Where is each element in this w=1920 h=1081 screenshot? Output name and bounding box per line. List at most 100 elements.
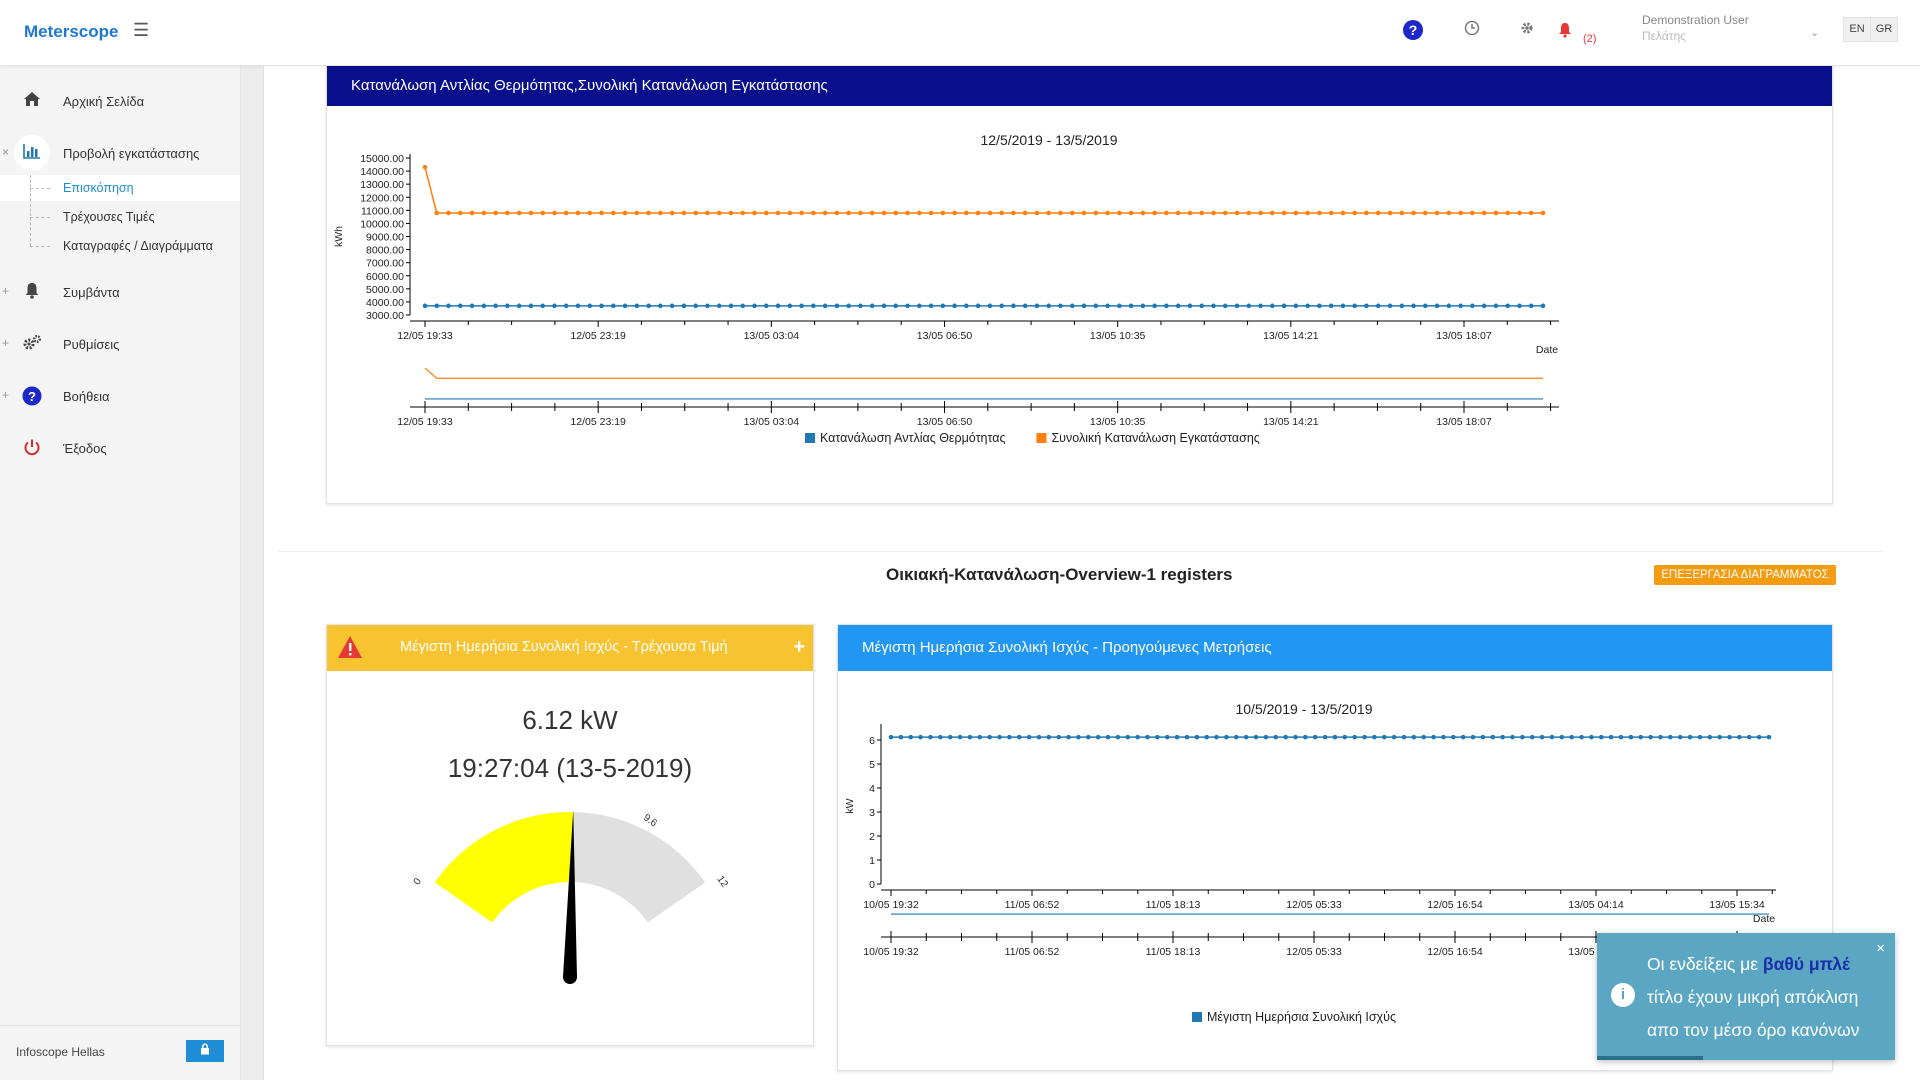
data-point bbox=[1187, 303, 1193, 309]
data-point bbox=[1022, 210, 1028, 216]
toast-close-button[interactable]: × bbox=[1876, 940, 1885, 957]
data-point bbox=[434, 303, 440, 309]
data-point bbox=[1058, 210, 1063, 216]
data-point bbox=[1175, 303, 1181, 309]
data-point bbox=[599, 303, 604, 309]
data-point bbox=[752, 210, 757, 216]
data-point bbox=[1540, 210, 1546, 216]
data-point bbox=[964, 303, 969, 309]
notifications-bell-icon[interactable] bbox=[1558, 22, 1572, 43]
context-x-tick-label: 13/05 03:04 bbox=[744, 416, 800, 428]
data-point bbox=[1234, 210, 1240, 216]
y-tick-label: 2 bbox=[869, 831, 875, 843]
sidebar-subitem-current-values[interactable]: Τρέχουσες Τιμές bbox=[0, 204, 240, 230]
y-tick-label: 1 bbox=[869, 855, 875, 867]
y-tick-label: 3 bbox=[869, 807, 875, 819]
data-point bbox=[775, 303, 781, 309]
clock-icon[interactable] bbox=[1464, 20, 1480, 41]
data-point bbox=[1011, 303, 1016, 309]
bell-icon bbox=[20, 282, 44, 304]
data-point bbox=[669, 210, 675, 216]
data-point bbox=[1756, 734, 1762, 740]
expand-plus-icon[interactable]: + bbox=[793, 636, 805, 658]
sidebar-item-logout[interactable]: Έξοδος bbox=[0, 428, 240, 468]
data-point bbox=[458, 303, 463, 309]
y-tick-label: 14000.00 bbox=[360, 166, 404, 178]
data-point bbox=[469, 210, 475, 216]
data-point bbox=[1140, 303, 1146, 309]
data-point bbox=[1411, 210, 1416, 216]
data-point bbox=[1470, 303, 1475, 309]
chevron-down-icon[interactable]: ⌄ bbox=[1810, 27, 1820, 39]
y-tick-label: 9000.00 bbox=[366, 232, 404, 244]
lock-button[interactable] bbox=[186, 1040, 224, 1062]
data-point bbox=[1559, 734, 1565, 740]
data-point bbox=[1095, 734, 1101, 740]
data-point bbox=[952, 210, 957, 216]
sidebar-item-home[interactable]: Αρχική Σελίδα bbox=[0, 81, 240, 121]
data-point bbox=[716, 210, 722, 216]
sidebar-item-help[interactable]: + ? Βοήθεια bbox=[0, 376, 240, 416]
lang-en-button[interactable]: EN bbox=[1843, 17, 1871, 42]
sidebar-subitem-records-charts[interactable]: Καταγραφές / Διαγράμματα bbox=[0, 233, 240, 259]
sidebar-item-events[interactable]: + Συμβάντα bbox=[0, 272, 240, 312]
lang-gr-button[interactable]: GR bbox=[1870, 17, 1898, 42]
data-point bbox=[705, 210, 710, 216]
data-point bbox=[1270, 210, 1275, 216]
legend-label: Κατανάλωση Αντλίας Θερμότητας bbox=[820, 431, 1005, 445]
brand-logo[interactable]: Meterscope bbox=[24, 22, 119, 41]
data-point bbox=[987, 210, 993, 216]
context-x-tick-label: 13/05 10:35 bbox=[1090, 416, 1146, 428]
data-point bbox=[928, 734, 933, 740]
gear-icon[interactable] bbox=[1519, 20, 1535, 41]
svg-text:?: ? bbox=[1409, 22, 1418, 38]
data-point bbox=[1737, 734, 1742, 740]
data-point bbox=[1046, 303, 1052, 309]
data-point bbox=[1199, 210, 1205, 216]
data-point bbox=[1199, 303, 1205, 309]
data-point bbox=[1528, 210, 1534, 216]
power-icon bbox=[20, 438, 44, 461]
data-point bbox=[1540, 303, 1546, 309]
info-toast[interactable]: × i Οι ενδείξεις με βαθύ μπλέ τίτλο έχου… bbox=[1597, 933, 1895, 1060]
legend-swatch bbox=[805, 433, 815, 443]
context-x-tick-label: 13/05 06:50 bbox=[917, 416, 973, 428]
data-point bbox=[1081, 303, 1087, 309]
data-point bbox=[834, 210, 840, 216]
data-point bbox=[705, 303, 710, 309]
sidebar-item-installation-view[interactable]: × Προβολή εγκατάστασης bbox=[0, 133, 240, 173]
data-point bbox=[1105, 210, 1110, 216]
legend-label: Συνολική Κατανάλωση Εγκατάστασης bbox=[1051, 431, 1259, 445]
data-point bbox=[918, 734, 923, 740]
sidebar-subitem-overview[interactable]: Επισκόπηση bbox=[0, 175, 240, 201]
legend-swatch bbox=[1192, 1012, 1202, 1022]
data-point bbox=[681, 303, 687, 309]
data-point bbox=[1174, 734, 1180, 740]
data-point bbox=[422, 164, 428, 170]
data-point bbox=[1222, 303, 1228, 309]
series-line bbox=[424, 166, 1543, 214]
context-series-line bbox=[424, 367, 1543, 379]
data-point bbox=[893, 303, 899, 309]
data-point bbox=[1046, 210, 1052, 216]
data-point bbox=[552, 303, 557, 309]
data-point bbox=[1007, 734, 1012, 740]
context-x-tick-label: 12/05 23:19 bbox=[570, 416, 626, 428]
section-title: Οικιακή-Κατανάλωση-Overview-1 registers bbox=[886, 565, 1233, 584]
help-circle-icon[interactable]: ? bbox=[1402, 19, 1424, 46]
consumption-line-chart[interactable]: 12/5/2019 - 13/5/2019 15000.0014000.00130… bbox=[327, 108, 1832, 498]
data-point bbox=[1569, 734, 1574, 740]
data-point bbox=[999, 303, 1004, 309]
data-point bbox=[1458, 210, 1463, 216]
data-point bbox=[1401, 734, 1407, 740]
data-point bbox=[1746, 734, 1752, 740]
data-point bbox=[1246, 210, 1252, 216]
data-point bbox=[898, 734, 904, 740]
data-point bbox=[610, 303, 616, 309]
user-menu[interactable]: Demonstration User Πελάτης bbox=[1642, 13, 1749, 43]
data-point bbox=[1026, 734, 1032, 740]
menu-toggle-icon[interactable]: ☰ bbox=[133, 20, 150, 40]
sidebar-item-settings[interactable]: + Ρυθμίσεις bbox=[0, 324, 240, 364]
data-point bbox=[1658, 734, 1663, 740]
edit-chart-button[interactable]: ΕΠΕΞΕΡΓΑΣΙΑ ΔΙΑΓΡΑΜΜΑΤΟΣ bbox=[1654, 565, 1836, 585]
